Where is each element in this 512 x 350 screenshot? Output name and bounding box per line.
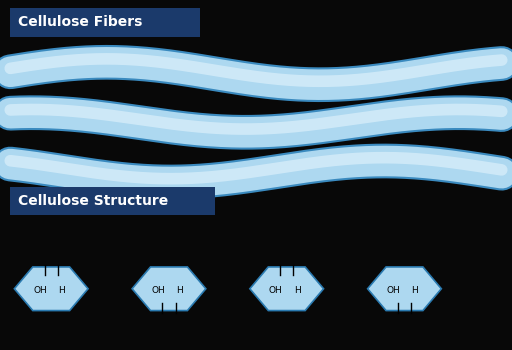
Text: OH: OH [269, 286, 283, 294]
Polygon shape [132, 267, 206, 310]
Text: H: H [176, 286, 183, 294]
FancyBboxPatch shape [10, 187, 215, 215]
Text: H: H [58, 286, 65, 294]
Text: H: H [412, 286, 418, 294]
Text: Cellulose Fibers: Cellulose Fibers [18, 15, 142, 29]
Polygon shape [14, 267, 88, 310]
FancyBboxPatch shape [10, 8, 200, 37]
Polygon shape [368, 267, 441, 310]
Text: Cellulose Structure: Cellulose Structure [18, 194, 168, 208]
Text: OH: OH [387, 286, 400, 294]
Polygon shape [250, 267, 324, 310]
Text: OH: OH [151, 286, 165, 294]
Text: OH: OH [33, 286, 47, 294]
Text: H: H [294, 286, 301, 294]
